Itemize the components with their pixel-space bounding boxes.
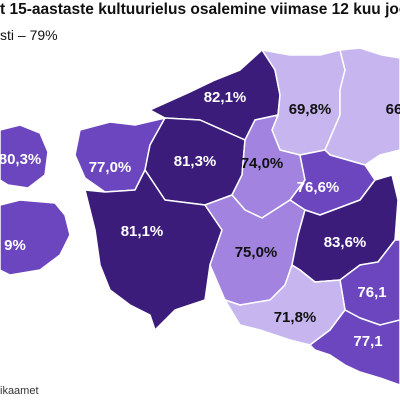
region-valga — [224, 264, 346, 346]
source-note: ikaamet — [0, 385, 39, 397]
region-value-laane: 77,0% — [89, 159, 132, 176]
map-subtitle: sti – 79% — [0, 27, 58, 43]
region-value-ida-viru: 66 — [386, 101, 400, 118]
region-value-tartu: 83,6% — [324, 234, 367, 251]
region-value-harju: 82,1% — [204, 89, 247, 106]
region-value-saare: 9% — [4, 237, 26, 254]
region-value-rapla: 81,3% — [174, 153, 217, 170]
region-value-jogeva: 76,6% — [297, 179, 340, 196]
region-value-parnu: 81,1% — [121, 223, 164, 240]
region-value-laane-viru: 69,8% — [289, 101, 332, 118]
region-voru — [309, 309, 400, 386]
region-parnu — [84, 169, 223, 331]
map-title: t 15-aastaste kultuurielus osalemine vii… — [0, 1, 400, 18]
region-hiiu — [0, 124, 49, 189]
region-value-viljandi: 75,0% — [235, 244, 278, 261]
region-value-valga: 71,8% — [274, 309, 317, 326]
region-value-voru: 77,1 — [353, 333, 382, 350]
region-value-jarva: 74,0% — [241, 155, 284, 172]
region-value-polva: 76,1 — [357, 284, 386, 301]
region-value-hiiu: 80,3% — [0, 151, 41, 168]
region-saare — [0, 199, 71, 276]
